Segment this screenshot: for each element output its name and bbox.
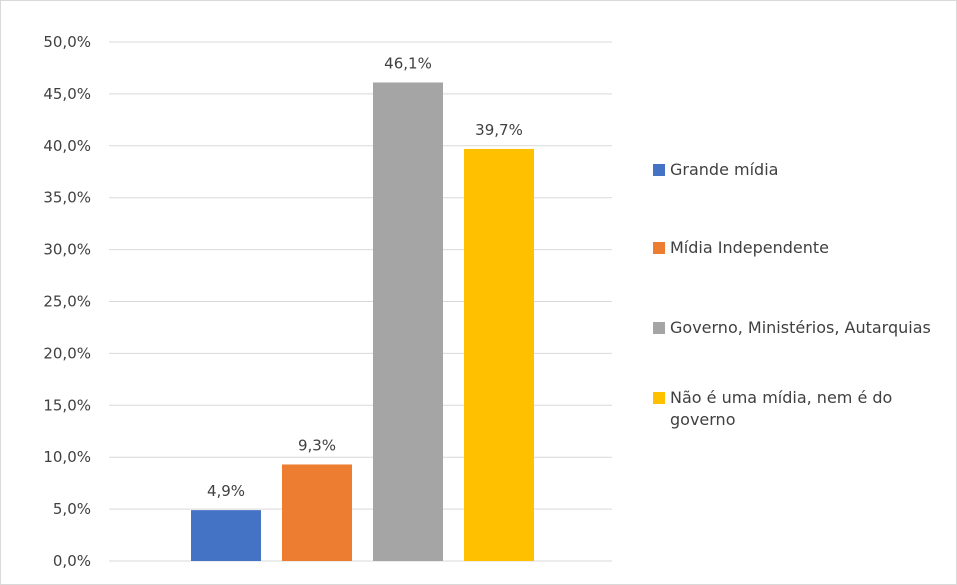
bars [191,82,534,562]
legend-label: Grande mídia [670,160,779,179]
data-label: 9,3% [298,436,336,454]
data-label: 46,1% [384,54,432,72]
legend-swatch [653,242,665,254]
y-tick-label: 35,0% [43,189,91,207]
bar [373,82,443,562]
legend-swatch [653,322,665,334]
data-labels: 4,9% 9,3% 46,1% 39,7% [207,54,523,500]
y-tick-label: 10,0% [43,448,91,466]
data-label: 4,9% [207,482,245,500]
y-tick-label: 45,0% [43,85,91,103]
y-tick-label: 25,0% [43,293,91,311]
data-label: 39,7% [475,121,523,139]
y-axis-tick-labels: 0,0% 5,0% 10,0% 15,0% 20,0% 25,0% 30,0% 35,0% 40… [43,33,91,570]
bar [464,148,534,561]
chart-plot-area: 0,0% 5,0% 10,0% 15,0% 20,0% 25,0% 30,0% 35,0% 40… [43,33,612,570]
y-tick-label: 0,0% [53,552,91,570]
legend-swatch [653,164,665,176]
bar [282,464,352,561]
legend-swatch [653,392,665,404]
y-tick-label: 30,0% [43,241,91,259]
legend-item: Governo, Ministérios, Autarquias [653,317,953,339]
y-tick-label: 5,0% [53,500,91,518]
legend-label: Não é uma mídia, nem é do governo [670,388,893,429]
gridlines [109,41,612,562]
legend-item: Grande mídia [653,159,953,181]
y-tick-label: 20,0% [43,344,91,362]
legend-label: Mídia Independente [670,238,829,257]
y-tick-label: 15,0% [43,396,91,414]
y-tick-label: 50,0% [43,33,91,51]
legend-item: Mídia Independente [653,237,953,259]
legend-label: Governo, Ministérios, Autarquias [670,318,931,337]
y-tick-label: 40,0% [43,137,91,155]
bar [191,510,261,561]
legend-item: Não é uma mídia, nem é do governo [653,387,953,431]
